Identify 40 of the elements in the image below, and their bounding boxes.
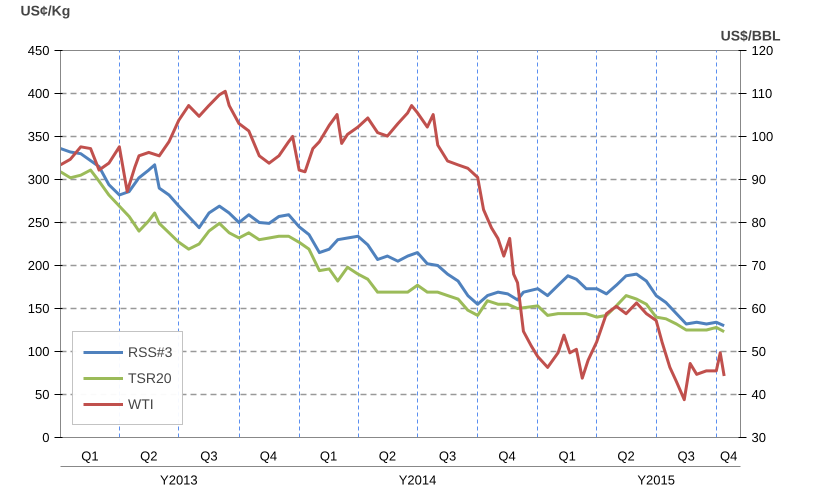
y2-tick-label: 120 <box>752 43 774 58</box>
y-axis-title: US¢/Kg <box>20 2 70 18</box>
y2-tick-label: 90 <box>752 172 766 187</box>
legend-label: WTI <box>128 396 154 412</box>
y-tick-label: 250 <box>28 215 50 230</box>
y2-tick-label: 80 <box>752 215 766 230</box>
y-tick-label: 0 <box>42 430 50 445</box>
text: Y2014 <box>398 472 436 488</box>
y2-tick-label: 40 <box>752 387 766 402</box>
x-tick-label: Q3 <box>200 448 218 464</box>
y2-tick-label: 50 <box>752 344 766 359</box>
y2-tick-label: 100 <box>752 129 774 144</box>
y-tick-label: 50 <box>35 387 50 402</box>
y-tick-label: 450 <box>28 43 50 58</box>
y-tick-label: 100 <box>28 344 50 359</box>
x-tick-label: Q1 <box>81 448 99 464</box>
text: Y2015 <box>637 472 675 488</box>
x-tick-label: Q2 <box>617 448 635 464</box>
x-tick-label: Q1 <box>558 448 576 464</box>
y-tick-label: 200 <box>28 258 50 273</box>
x-tick-label: Q4 <box>498 448 516 464</box>
y2-tick-label: 70 <box>752 258 766 273</box>
x-tick-label: Q2 <box>140 448 158 464</box>
x-tick-label: Q3 <box>438 448 456 464</box>
x-tick-label: Q3 <box>678 448 695 464</box>
y-tick-label: 150 <box>28 301 50 316</box>
y2-tick-label: 110 <box>752 86 772 101</box>
y-tick-label: 350 <box>28 129 50 144</box>
y2-tick-label: 60 <box>752 301 766 316</box>
x-tick-label: Q4 <box>720 448 738 464</box>
y-tick-label: 300 <box>28 172 50 187</box>
y-tick-label: 400 <box>28 86 50 101</box>
x-tick-label: Q2 <box>378 448 396 464</box>
y2-tick-label: 30 <box>752 430 766 445</box>
legend-label: TSR20 <box>128 370 172 386</box>
legend-label: RSS#3 <box>128 344 172 360</box>
x-tick-label: Q1 <box>320 448 338 464</box>
x-tick-label: Q4 <box>260 448 278 464</box>
y2-axis-title: US$/BBL <box>720 28 781 44</box>
text: Y2013 <box>160 472 198 488</box>
